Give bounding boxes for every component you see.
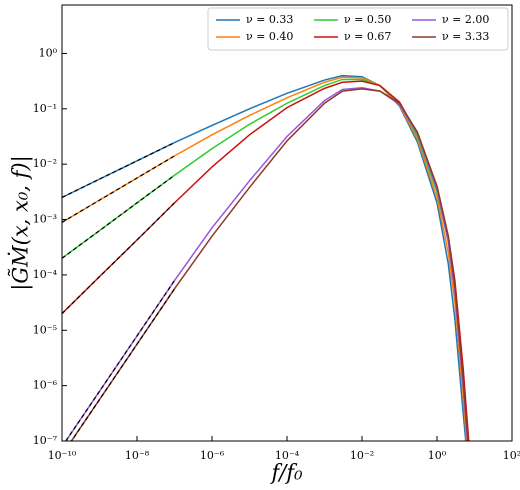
- y-tick-label: 10⁰: [39, 46, 58, 59]
- legend-label: ν = 3.33: [442, 30, 489, 43]
- x-axis-label: f/f₀: [269, 461, 303, 485]
- x-tick-label: 10²: [503, 449, 520, 462]
- legend-label: ν = 0.50: [344, 13, 391, 26]
- x-tick-label: 10⁻⁸: [125, 449, 150, 462]
- series-line: [62, 76, 468, 441]
- legend-label: ν = 0.33: [246, 13, 293, 26]
- y-axis-label: |G̃Ṁ(x, x₀, f)|: [9, 155, 34, 290]
- y-tick-label: 10⁻⁵: [33, 323, 57, 336]
- series-line: [62, 80, 470, 441]
- legend-label: ν = 2.00: [442, 13, 489, 26]
- y-tick-label: 10⁻²: [33, 157, 57, 170]
- y-tick-label: 10⁻¹: [33, 102, 57, 115]
- y-tick-label: 10⁻³: [33, 213, 57, 226]
- y-tick-label: 10⁻⁴: [33, 268, 58, 281]
- asymptote-line: [62, 202, 175, 315]
- series-line: [64, 87, 469, 441]
- asymptote-line: [62, 174, 175, 259]
- legend-box: [207, 7, 509, 51]
- x-tick-label: 10⁻¹⁰: [48, 449, 77, 462]
- x-tick-label: 10⁻²: [350, 449, 374, 462]
- x-tick-label: 10⁻⁴: [275, 449, 300, 462]
- x-tick-label: 10⁻⁶: [200, 449, 225, 462]
- asymptote-line: [62, 155, 175, 223]
- legend-label: ν = 0.67: [344, 30, 391, 43]
- series-line: [62, 78, 469, 441]
- legend-label: ν = 0.40: [246, 30, 293, 43]
- asymptote-line: [70, 288, 175, 441]
- x-tick-label: 10⁰: [428, 449, 447, 462]
- y-tick-label: 10⁻⁷: [33, 434, 58, 447]
- asymptote-line: [65, 280, 175, 441]
- series-line: [62, 74, 467, 441]
- y-tick-label: 10⁻⁶: [33, 379, 58, 392]
- series-line: [70, 88, 469, 441]
